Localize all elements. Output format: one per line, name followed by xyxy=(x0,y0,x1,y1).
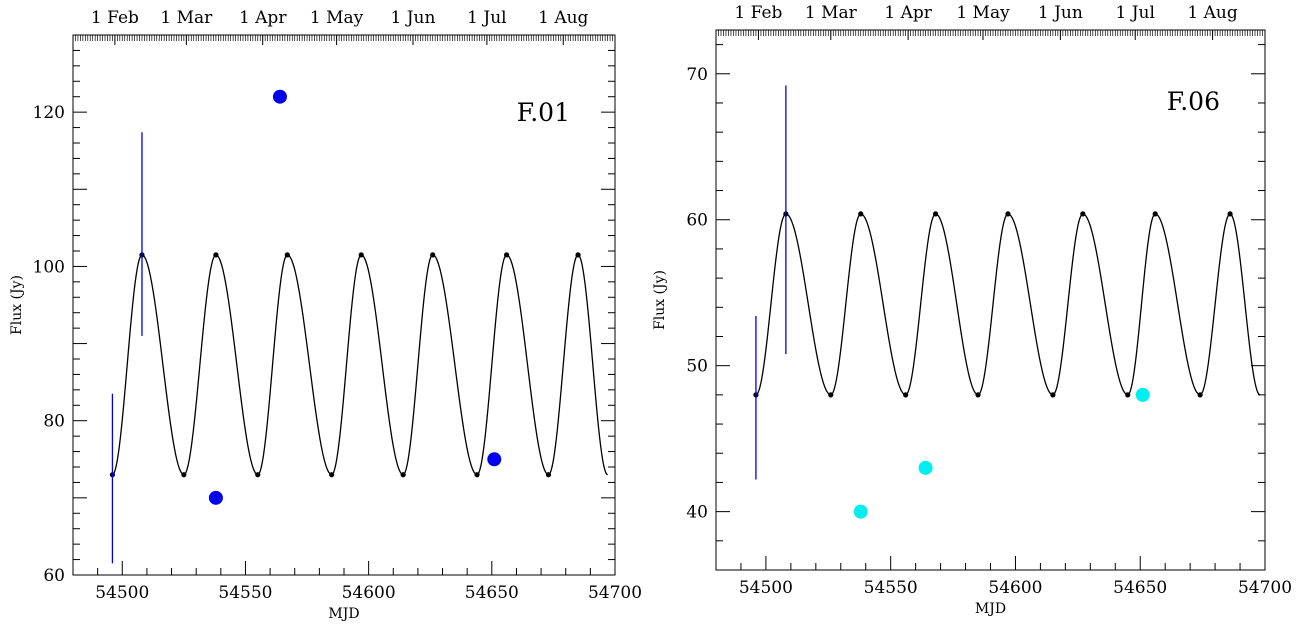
model-point xyxy=(329,472,335,478)
data-series xyxy=(111,132,143,564)
top-month-label: 1 Jun xyxy=(391,8,436,28)
model-point xyxy=(358,252,364,258)
model-point xyxy=(430,252,436,258)
y-axis: 60 80 100 120 Flux (Jy) xyxy=(9,34,615,586)
y-axis: 40 50 60 70 Flux (Jy) xyxy=(652,44,1265,571)
x-tick-label: 54550 xyxy=(218,583,272,603)
y-tick-label: 120 xyxy=(33,103,65,123)
y-tick-label: 70 xyxy=(686,65,708,85)
model-point xyxy=(284,252,290,258)
data-point xyxy=(1135,387,1150,402)
model-point xyxy=(181,472,187,478)
top-month-label: 1 Jul xyxy=(1116,3,1155,23)
panel-f06: 54500 54550 54600 54650 54700 MJD 40 50 60 70 Flux… xyxy=(652,3,1292,617)
x-tick-label: 54500 xyxy=(739,578,793,598)
y-axis-title: Flux (Jy) xyxy=(9,275,25,335)
top-month-label: 1 May xyxy=(310,8,364,28)
model-point xyxy=(1050,392,1056,398)
model-point xyxy=(975,392,981,398)
data-point xyxy=(487,452,502,467)
model-point xyxy=(213,252,219,258)
top-month-label: 1 Aug xyxy=(1187,3,1237,23)
data-point xyxy=(208,490,223,505)
model-point xyxy=(903,392,909,398)
model-point xyxy=(1152,211,1158,217)
top-month-label: 1 May xyxy=(956,3,1010,23)
top-month-label: 1 Feb xyxy=(91,8,139,28)
model-point xyxy=(504,252,510,258)
data-point xyxy=(272,89,287,104)
data-series xyxy=(853,387,1150,519)
model-point xyxy=(400,472,406,478)
data-point xyxy=(918,460,933,475)
model-point xyxy=(828,392,834,398)
data-series xyxy=(755,85,787,480)
model-curve xyxy=(112,254,608,476)
y-tick-label: 60 xyxy=(686,211,708,231)
x-tick-label: 54600 xyxy=(988,578,1042,598)
top-month-label: 1 Mar xyxy=(805,3,858,23)
y-axis-title: Flux (Jy) xyxy=(652,270,668,330)
top-date-axis: 1 Feb 1 Mar 1 Apr 1 May 1 Jun 1 Jul 1 Aug xyxy=(72,8,616,45)
y-tick-label: 40 xyxy=(686,503,708,523)
panel-label: F.01 xyxy=(517,98,570,127)
model-point xyxy=(1080,211,1086,217)
panel-f01: 54500 54550 54600 54650 54700 MJD 60 80 100 120 Fl… xyxy=(9,8,642,622)
model-point xyxy=(255,472,261,478)
x-axis: 54500 54550 54600 54650 54700 MJD xyxy=(72,561,642,622)
x-tick-label: 54650 xyxy=(465,583,519,603)
x-axis-title: MJD xyxy=(328,606,359,622)
y-tick-label: 50 xyxy=(686,357,708,377)
model-point xyxy=(474,472,480,478)
x-tick-label: 54500 xyxy=(95,583,149,603)
x-tick-label: 54650 xyxy=(1113,578,1167,598)
y-tick-label: 100 xyxy=(33,257,65,277)
model-point xyxy=(545,472,552,478)
panel-label: F.06 xyxy=(1167,87,1220,116)
model-curve xyxy=(755,213,1261,396)
top-month-label: 1 Mar xyxy=(160,8,213,28)
model-point xyxy=(1197,392,1203,398)
model-point xyxy=(1005,211,1011,217)
y-tick-label: 60 xyxy=(43,566,65,586)
model-point xyxy=(1125,392,1131,398)
x-tick-label: 54700 xyxy=(1238,578,1292,598)
top-month-label: 1 Jun xyxy=(1038,3,1083,23)
top-month-label: 1 Jul xyxy=(467,8,506,28)
model-point xyxy=(1227,211,1233,217)
data-point xyxy=(853,504,868,519)
model-point xyxy=(575,252,581,258)
top-month-label: 1 Apr xyxy=(239,8,287,28)
model-point xyxy=(933,211,939,217)
y-tick-label: 80 xyxy=(43,412,65,432)
top-month-label: 1 Feb xyxy=(734,3,782,23)
model-point xyxy=(858,211,864,217)
x-axis-title: MJD xyxy=(975,601,1006,617)
data-series xyxy=(208,89,502,505)
x-axis: 54500 54550 54600 54650 54700 MJD xyxy=(715,556,1292,617)
top-month-label: 1 Apr xyxy=(884,3,932,23)
top-date-axis: 1 Feb 1 Mar 1 Apr 1 May 1 Jun 1 Jul 1 Aug xyxy=(715,3,1266,40)
x-tick-label: 54550 xyxy=(864,578,918,598)
x-tick-label: 54700 xyxy=(588,583,642,603)
top-month-label: 1 Aug xyxy=(538,8,588,28)
x-tick-label: 54600 xyxy=(342,583,396,603)
